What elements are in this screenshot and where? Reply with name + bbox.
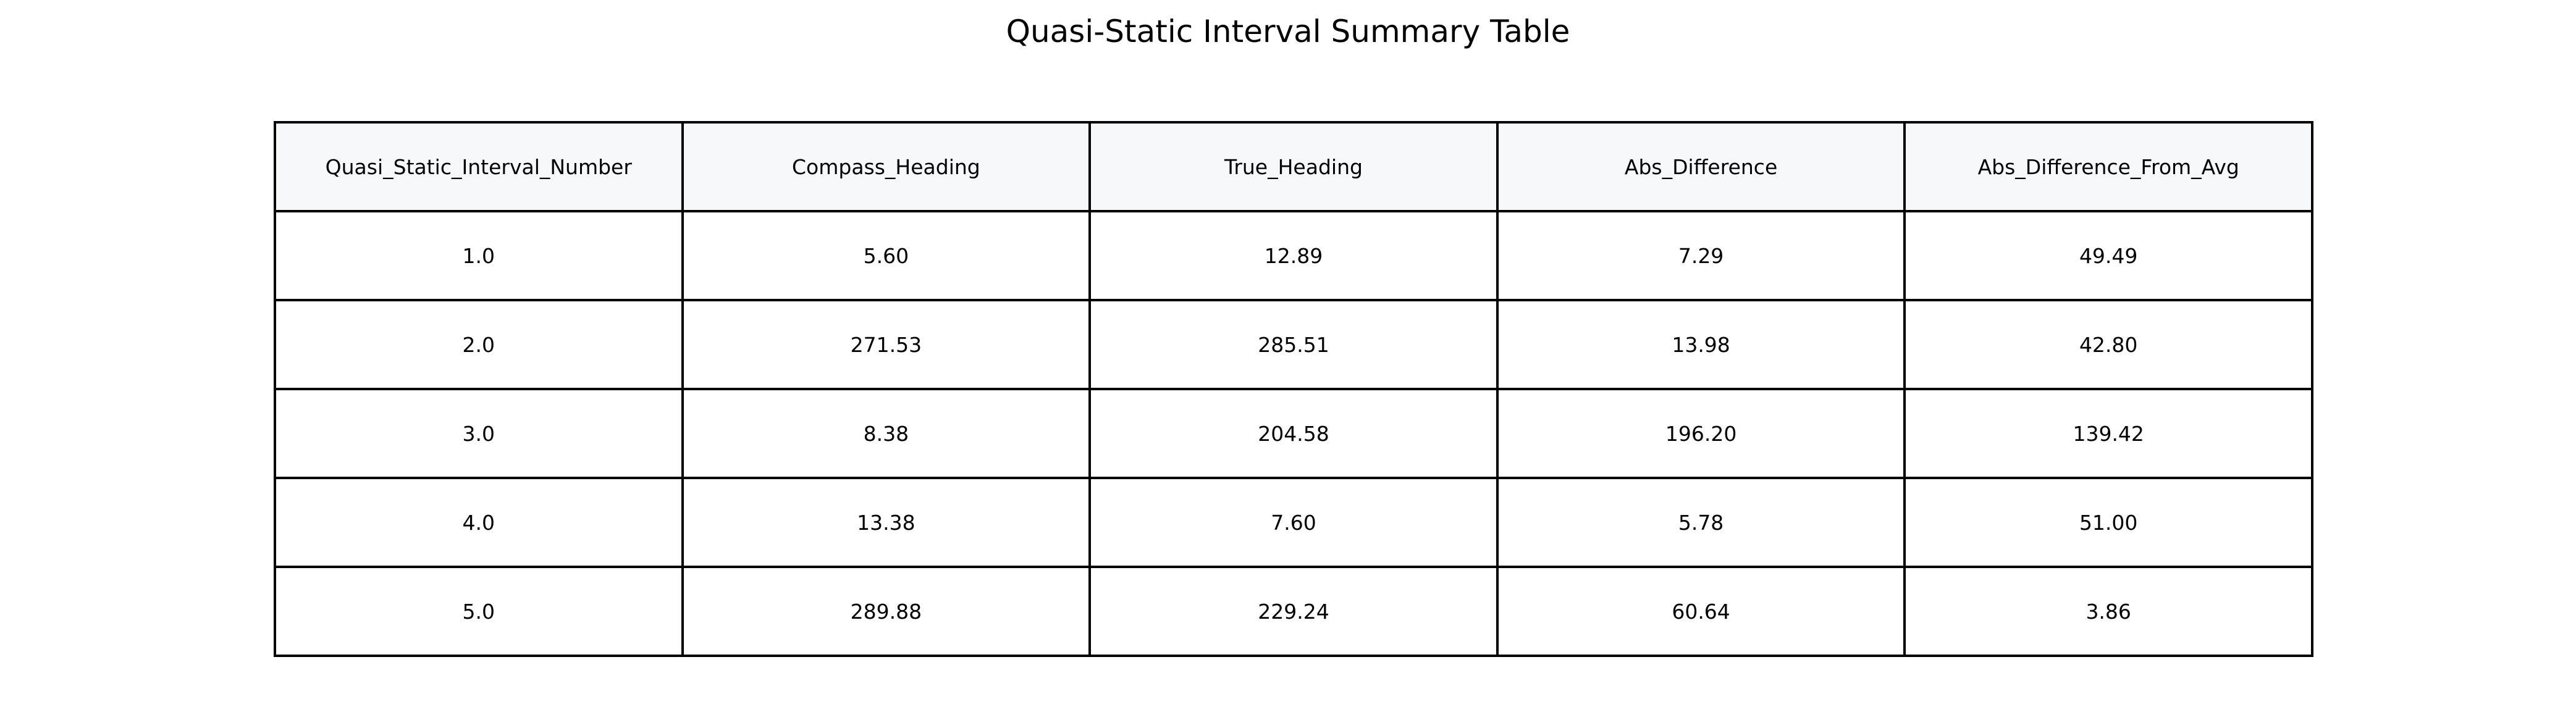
table-cell: 289.88 (681, 566, 1092, 657)
table-cell: 7.60 (1088, 477, 1499, 568)
table-cell: 5.0 (274, 566, 684, 657)
chart-title: Quasi-Static Interval Summary Table (1006, 14, 1570, 49)
column-header-interval-number: Quasi_Static_Interval_Number (274, 121, 684, 212)
table-cell: 3.0 (274, 388, 684, 479)
table-cell: 229.24 (1088, 566, 1499, 657)
table-header: Quasi_Static_Interval_Number Compass_Hea… (274, 121, 2313, 212)
table-cell: 285.51 (1088, 299, 1499, 390)
header-row: Quasi_Static_Interval_Number Compass_Hea… (274, 121, 2313, 212)
column-header-compass-heading: Compass_Heading (681, 121, 1092, 212)
table-cell: 4.0 (274, 477, 684, 568)
table-cell: 13.98 (1496, 299, 1906, 390)
table-body: 1.0 5.60 12.89 7.29 49.49 2.0 271.53 285… (274, 210, 2313, 657)
table-row: 3.0 8.38 204.58 196.20 139.42 (274, 388, 2313, 479)
table-row: 5.0 289.88 229.24 60.64 3.86 (274, 566, 2313, 657)
table-cell: 2.0 (274, 299, 684, 390)
table-row: 4.0 13.38 7.60 5.78 51.00 (274, 477, 2313, 568)
summary-table: Quasi_Static_Interval_Number Compass_Hea… (274, 121, 2313, 657)
table-cell: 13.38 (681, 477, 1092, 568)
column-header-true-heading: True_Heading (1088, 121, 1499, 212)
table-row: 2.0 271.53 285.51 13.98 42.80 (274, 299, 2313, 390)
table-cell: 51.00 (1903, 477, 2313, 568)
table-cell: 5.60 (681, 210, 1092, 301)
table-cell: 12.89 (1088, 210, 1499, 301)
column-header-abs-difference: Abs_Difference (1496, 121, 1906, 212)
table-cell: 7.29 (1496, 210, 1906, 301)
table-cell: 60.64 (1496, 566, 1906, 657)
column-header-abs-difference-from-avg: Abs_Difference_From_Avg (1903, 121, 2313, 212)
table-cell: 196.20 (1496, 388, 1906, 479)
table-cell: 271.53 (681, 299, 1092, 390)
table-cell: 139.42 (1903, 388, 2313, 479)
table-cell: 3.86 (1903, 566, 2313, 657)
table-cell: 8.38 (681, 388, 1092, 479)
table-cell: 1.0 (274, 210, 684, 301)
table-cell: 42.80 (1903, 299, 2313, 390)
table-cell: 5.78 (1496, 477, 1906, 568)
table-row: 1.0 5.60 12.89 7.29 49.49 (274, 210, 2313, 301)
table-cell: 49.49 (1903, 210, 2313, 301)
table-cell: 204.58 (1088, 388, 1499, 479)
